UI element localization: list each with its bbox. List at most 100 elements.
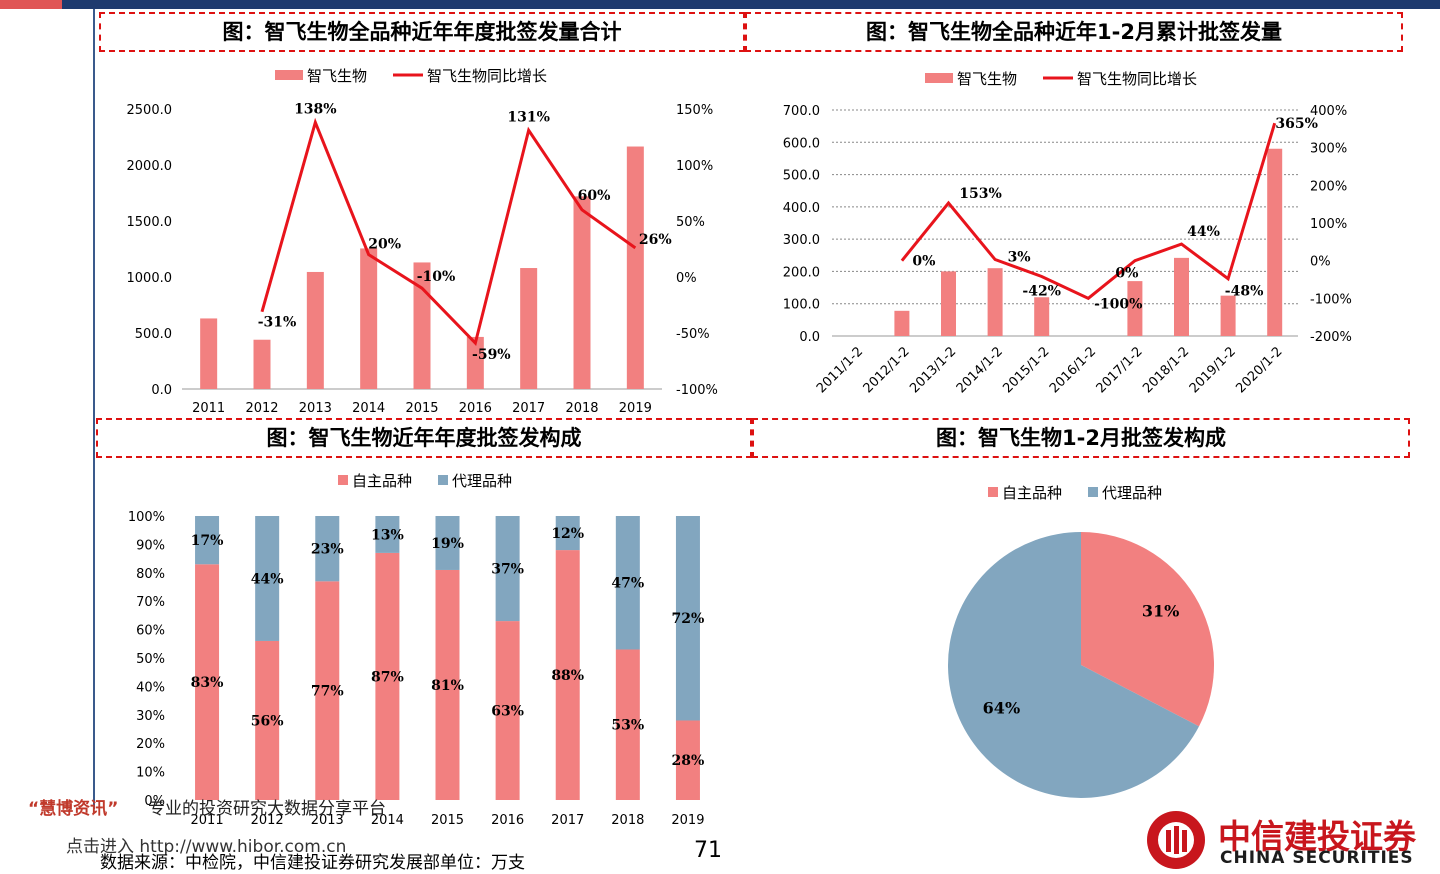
chart1-title: 图：智飞生物全品种近年年度批签发量合计	[99, 12, 745, 52]
c2-yr-tick: -200%	[1310, 330, 1352, 345]
c1-bar	[626, 146, 644, 389]
c2-yr-tick: -100%	[1310, 292, 1352, 307]
c2-yl-tick: 400.0	[783, 201, 820, 216]
c1-growth-line	[260, 117, 637, 347]
c1-x-tick: 2017	[512, 401, 545, 416]
c2-yl-tick: 300.0	[783, 233, 820, 248]
legend-label-1: 代理品种	[452, 472, 512, 490]
c2-growth-line	[900, 122, 1277, 301]
c3-y-tick: 90%	[136, 538, 165, 553]
c3-bar-own	[315, 581, 340, 800]
c3-y-tick: 70%	[136, 595, 165, 610]
c3-proxy-label: 47%	[611, 576, 644, 592]
c2-bar	[941, 271, 956, 336]
c2-yr-tick: 400%	[1310, 104, 1347, 119]
c3-y-tick: 80%	[136, 567, 165, 582]
c2-bar	[894, 310, 910, 336]
c2-x-tick: 2019/1-2	[1187, 344, 1239, 396]
c3-x-tick: 2017	[551, 813, 584, 828]
c3-proxy-label: 44%	[251, 571, 284, 587]
citic-logo-icon	[1147, 811, 1205, 869]
c2-x-tick: 2015/1-2	[1000, 344, 1052, 396]
c1-growth-label: -10%	[417, 269, 456, 285]
c1-bar	[200, 318, 218, 389]
c3-bar-own	[555, 550, 580, 800]
c1-growth-label: 60%	[578, 188, 611, 204]
c1-bar	[573, 196, 591, 389]
watermark-open-quote: “	[28, 799, 40, 819]
c2-x-tick: 2018/1-2	[1140, 344, 1192, 396]
legend-swatch-1	[438, 475, 448, 485]
left-rule	[93, 9, 95, 809]
c3-bar-proxy	[375, 516, 400, 553]
c2-growth-label: -48%	[1225, 284, 1264, 300]
data-source: 数据来源：中检院，中信建投证券研究发展部单位：万支	[100, 853, 525, 873]
c1-x-tick: 2014	[352, 401, 385, 416]
legend-swatch-0	[338, 475, 348, 485]
c3-own-label: 53%	[611, 718, 644, 734]
chart2-title: 图：智飞生物全品种近年1-2月累计批签发量	[745, 12, 1403, 52]
c2-bar	[1174, 257, 1189, 336]
c3-own-label: 88%	[551, 668, 584, 684]
c3-own-label: 87%	[371, 669, 404, 685]
c1-yr-tick: 150%	[676, 103, 713, 118]
c1-yr-tick: 0%	[676, 271, 697, 286]
c2-yl-tick: 500.0	[783, 169, 820, 184]
c2-x-tick: 2020/1-2	[1233, 344, 1285, 396]
c1-yr-tick: -100%	[676, 383, 718, 398]
c3-x-tick: 2016	[491, 813, 524, 828]
c3-bar-own	[195, 564, 220, 800]
c1-x-tick: 2018	[565, 401, 598, 416]
c3-bar-own	[255, 640, 280, 800]
c1-yr-tick: 50%	[676, 215, 705, 230]
c4-slice	[1081, 532, 1214, 727]
c2-x-tick: 2017/1-2	[1094, 344, 1146, 396]
c3-bar-own	[375, 552, 400, 800]
c1-x-tick: 2012	[245, 401, 278, 416]
c3-own-label: 83%	[191, 675, 224, 691]
legend-label-1: 智飞生物同比增长	[1077, 70, 1197, 88]
c1-bar	[306, 271, 324, 389]
c2-growth-label: -42%	[1022, 283, 1061, 299]
c2-yl-tick: 0.0	[799, 330, 820, 345]
watermark-brand[interactable]: “慧博资讯”	[28, 794, 118, 819]
c3-y-tick: 100%	[128, 510, 165, 525]
c3-bar-own	[435, 569, 460, 800]
c3-x-tick: 2014	[371, 813, 404, 828]
legend-swatch-1	[1088, 487, 1098, 497]
c1-x-tick: 2015	[405, 401, 438, 416]
c2-yl-tick: 700.0	[783, 104, 820, 119]
c3-bar-proxy	[615, 516, 640, 650]
c1-growth-label: -59%	[472, 347, 511, 363]
legend-label-1: 智飞生物同比增长	[427, 67, 547, 85]
c2-yr-tick: 100%	[1310, 217, 1347, 232]
legend-swatch-0	[275, 70, 303, 80]
c3-proxy-label: 72%	[672, 611, 705, 627]
c2-yr-tick: 300%	[1310, 142, 1347, 157]
c3-x-tick: 2012	[251, 813, 284, 828]
c2-bar	[987, 268, 1003, 336]
c2-x-tick: 2016/1-2	[1047, 344, 1099, 396]
c3-bar-proxy	[255, 516, 280, 641]
c3-proxy-label: 17%	[191, 533, 224, 549]
logo-cn: 中信建投证券	[1218, 817, 1416, 856]
c3-own-label: 28%	[672, 753, 705, 769]
c1-growth-label: 131%	[507, 109, 550, 125]
c2-growth-label: 153%	[959, 186, 1002, 202]
c2-x-tick: 2011/1-2	[814, 344, 866, 396]
c3-x-tick: 2013	[311, 813, 344, 828]
chart4-title: 图：智飞生物1-2月批签发构成	[752, 418, 1410, 458]
c1-yr-tick: -50%	[676, 327, 710, 342]
c3-x-tick: 2011	[191, 813, 224, 828]
c2-yr-tick: 200%	[1310, 179, 1347, 194]
c2-bar	[1267, 148, 1283, 336]
c3-own-label: 56%	[251, 713, 284, 729]
c1-x-tick: 2013	[299, 401, 332, 416]
legend-label-1: 代理品种	[1102, 484, 1162, 502]
c4-slice-label: 31%	[1142, 602, 1179, 621]
c2-bar	[1220, 295, 1236, 336]
watermark-link[interactable]: 点击进入 http://www.hibor.com.cn	[66, 837, 347, 857]
c1-yr-tick: 100%	[676, 159, 713, 174]
c3-bar-own	[615, 649, 640, 800]
c2-yl-tick: 600.0	[783, 136, 820, 151]
